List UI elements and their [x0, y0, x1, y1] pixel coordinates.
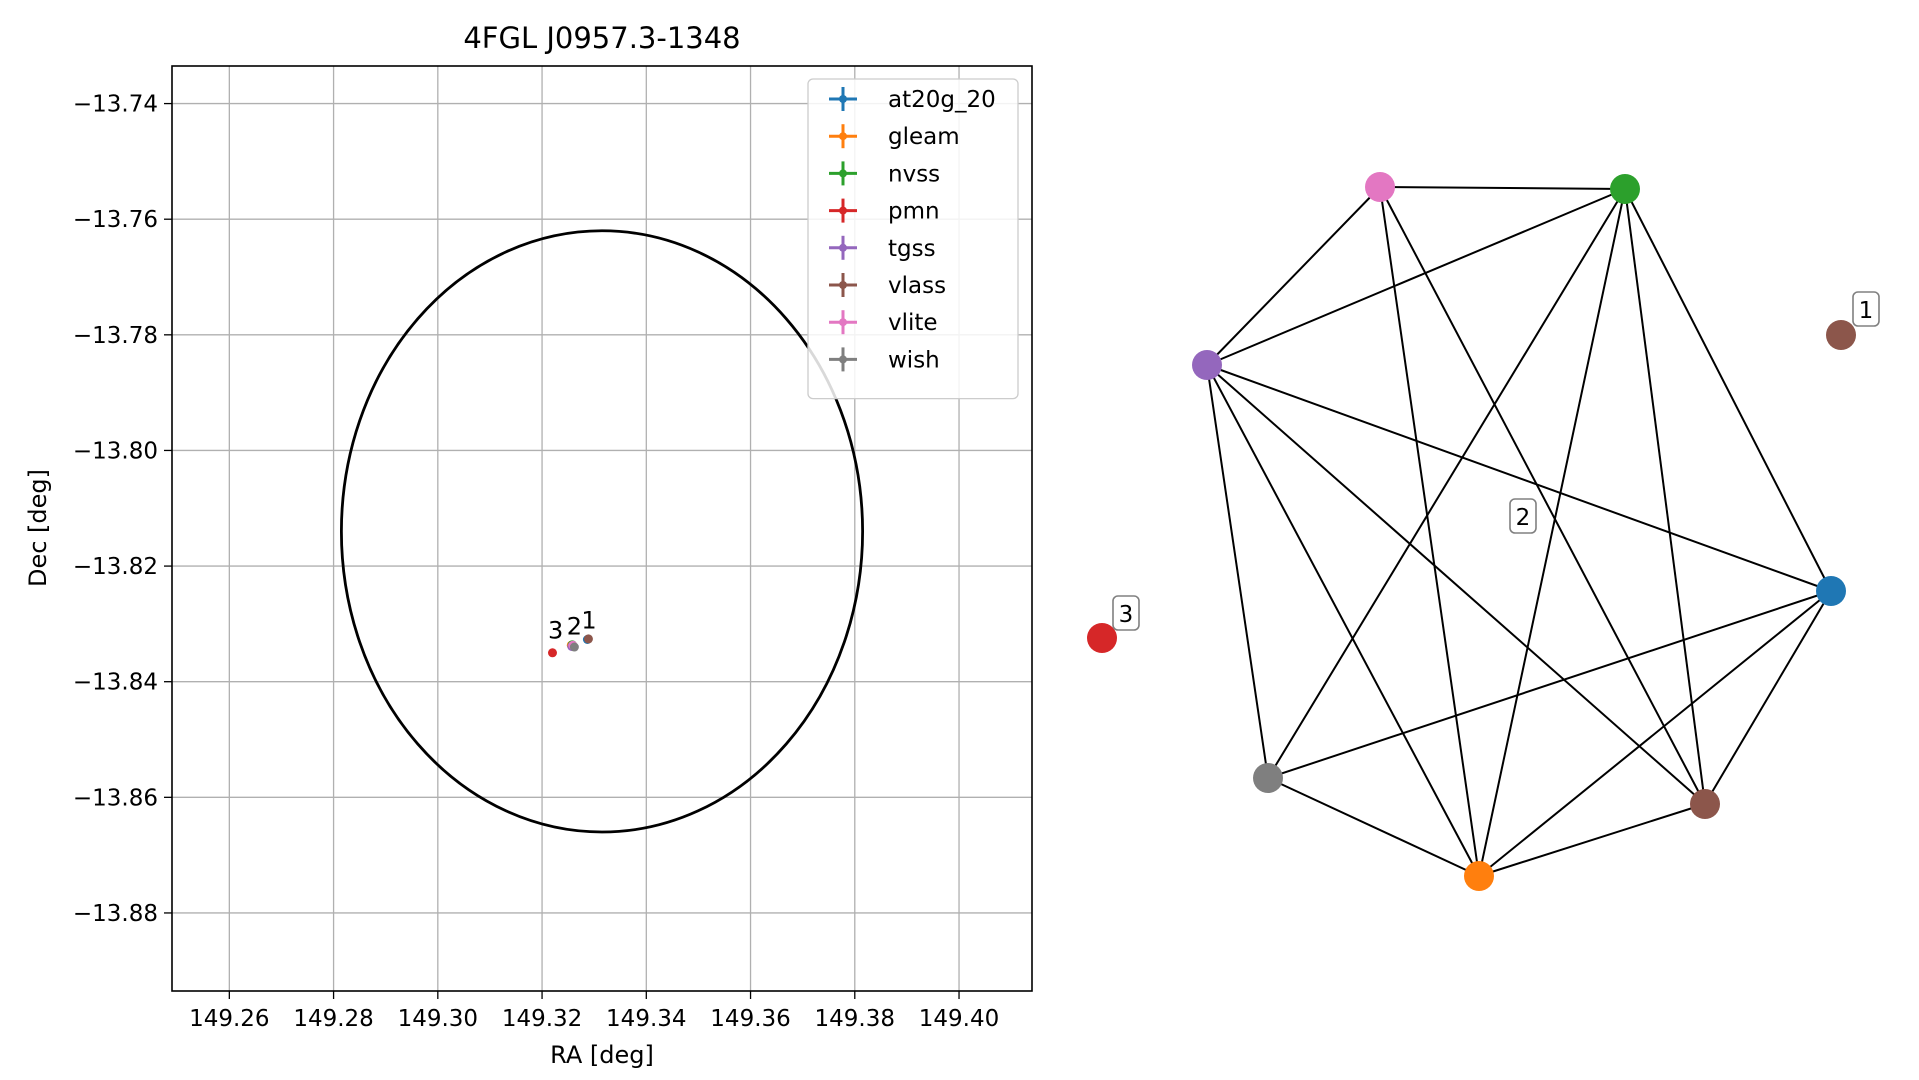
graph-edge-nvss-tgss [1206, 188, 1626, 366]
x-tick-label: 149.40 [919, 1006, 999, 1032]
graph-node-wish [1253, 763, 1283, 793]
cluster-label-box [1852, 291, 1880, 327]
graph-node-tgss [1192, 350, 1222, 380]
graph-edge-nvss-vlass [1624, 188, 1706, 805]
legend-label: nvss [888, 161, 940, 187]
x-tick-label: 149.36 [710, 1006, 790, 1032]
graph-edge-gleam-vlass [1478, 803, 1706, 877]
graph-node-pmn [1087, 623, 1117, 653]
legend-label: tgss [888, 236, 936, 262]
graph-edge-vlite-nvss [1379, 186, 1626, 190]
data-point-wish [569, 642, 579, 652]
graph-edge-vlite-gleam [1379, 186, 1480, 877]
graph-edge-gleam-at20g_20 [1478, 590, 1832, 877]
grid [172, 66, 1032, 991]
x-axis-ticks: 149.26 149.28 149.30 149.32 149.34 149.36 149.… [189, 991, 999, 1032]
point-annotation: 3 [548, 616, 563, 644]
x-tick-label: 149.26 [189, 1006, 269, 1032]
cluster-label: 3 [1119, 602, 1134, 628]
graph-edge-tgss-at20g_20 [1206, 364, 1832, 592]
legend-box [807, 78, 1019, 400]
legend-marker-dot [839, 169, 847, 178]
cluster-label-box [1112, 595, 1140, 631]
error-ellipse [339, 229, 865, 834]
graph-node-gleam [1464, 861, 1494, 891]
point-annotations: 123 [548, 607, 597, 645]
error-ellipse-outline [339, 229, 865, 834]
y-tick-label: −13.82 [73, 554, 158, 580]
legend-marker-dot [839, 355, 847, 364]
graph-edge-vlass-at20g_20 [1704, 590, 1832, 805]
graph-edge-wish-at20g_20 [1267, 590, 1832, 779]
data-point-vlass [583, 634, 593, 644]
graph-edge-tgss-vlass [1206, 364, 1706, 805]
data-point-pmn [547, 648, 557, 658]
legend-label: pmn [888, 199, 940, 225]
point-annotation: 2 [567, 612, 582, 640]
legend-label: vlass [888, 273, 946, 299]
graph-edge-nvss-gleam [1478, 188, 1626, 877]
x-tick-label: 149.32 [502, 1006, 582, 1032]
chart-title: 4FGL J0957.3-1348 [463, 21, 740, 55]
x-tick-label: 149.30 [398, 1006, 478, 1032]
graph-edge-wish-gleam [1267, 777, 1480, 877]
graph-edge-vlite-tgss [1206, 186, 1381, 366]
graph-edge-tgss-gleam [1206, 364, 1480, 877]
x-axis-label: RA [deg] [550, 1041, 654, 1069]
x-tick-label: 149.38 [815, 1006, 895, 1032]
y-axis-ticks: −13.74 −13.76 −13.78 −13.80 −13.82 −13.84 −13.… [73, 92, 172, 927]
y-tick-label: −13.84 [73, 670, 158, 696]
graph-node-at20g_20 [1816, 576, 1846, 606]
legend-label: at20g_20 [888, 87, 996, 113]
cluster-label-box [1509, 498, 1537, 534]
y-tick-label: −13.78 [73, 323, 158, 349]
y-tick-label: −13.80 [73, 438, 158, 464]
network-graph: 1 2 3 [1087, 172, 1880, 891]
data-points [547, 634, 593, 658]
y-tick-label: −13.76 [73, 207, 158, 233]
graph-edges [1206, 186, 1832, 877]
cluster-labels: 1 2 3 [1112, 291, 1880, 631]
graph-node-vlass-single [1826, 320, 1856, 350]
graph-node-vlite [1365, 172, 1395, 202]
y-tick-label: −13.88 [73, 901, 158, 927]
legend-label: wish [888, 347, 940, 373]
graph-edge-tgss-wish [1206, 364, 1269, 779]
graph-edge-vlite-vlass [1379, 186, 1706, 805]
graph-node-nvss [1610, 174, 1640, 204]
legend-marker-dot [839, 132, 847, 141]
cluster-label: 1 [1859, 298, 1874, 324]
cluster-label: 2 [1516, 505, 1531, 531]
legend-marker-dot [839, 206, 847, 215]
x-tick-label: 149.28 [293, 1006, 373, 1032]
graph-edge-nvss-at20g_20 [1624, 188, 1832, 592]
graph-node-vlass [1690, 789, 1720, 819]
axes-frame [171, 65, 1033, 992]
legend-marker-dot [839, 281, 847, 289]
point-annotation: 1 [581, 607, 596, 635]
legend-marker-dot [839, 318, 847, 327]
legend-marker-dot [839, 95, 847, 103]
x-tick-label: 149.34 [606, 1006, 686, 1032]
legend-label: gleam [888, 124, 960, 150]
y-tick-label: −13.74 [73, 92, 158, 118]
graph-nodes [1087, 172, 1856, 891]
y-tick-label: −13.86 [73, 785, 158, 811]
legend-label: vlite [888, 310, 938, 336]
y-axis-label: Dec [deg] [24, 469, 52, 587]
scatter-chart: 4FGL J0957.3-1348 123 149.26 149.28 149.30… [24, 21, 1033, 1069]
graph-edge-nvss-wish [1267, 188, 1626, 779]
legend-marker-dot [839, 243, 847, 252]
